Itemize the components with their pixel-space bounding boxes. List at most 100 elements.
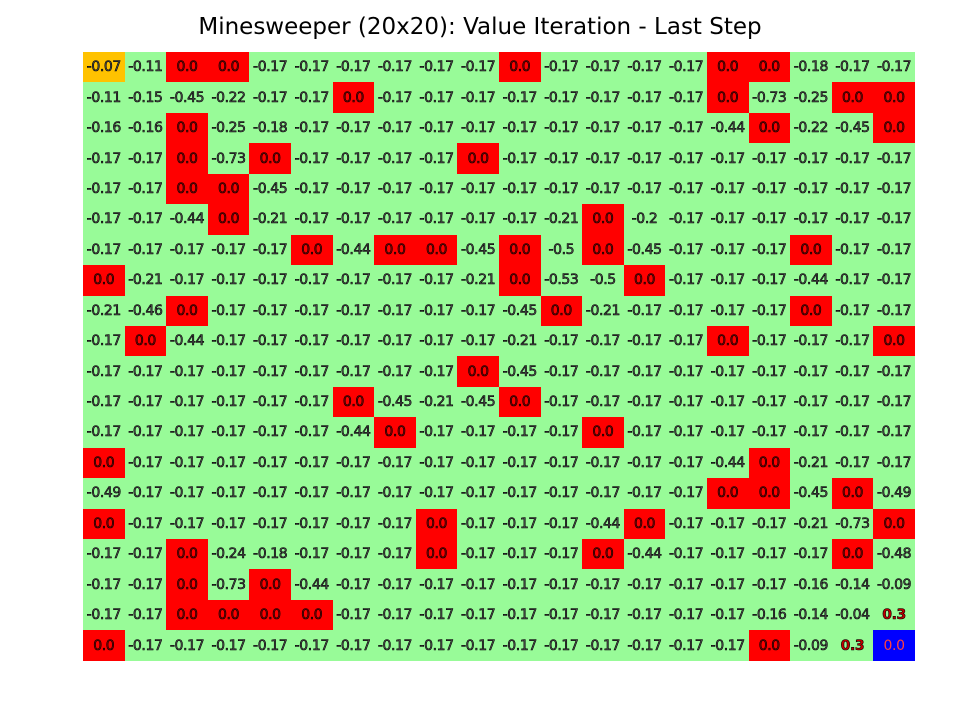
safe-cell: -0.17 [457,569,499,600]
safe-cell: -0.17 [748,143,791,174]
cell-value: -0.17 [377,515,413,532]
safe-cell: -0.17 [498,112,541,144]
safe-cell: -0.17 [290,295,333,326]
cell-value: -0.44 [627,546,662,563]
cell-value: -0.17 [710,180,745,198]
cell-value: -0.17 [377,637,413,654]
safe-cell: -0.17 [457,52,499,83]
cell-value: -0.17 [128,424,163,441]
cell-value: -0.49 [876,485,912,502]
safe-cell: -0.17 [623,569,666,600]
safe-cell: -0.17 [665,599,707,631]
cell-value: 0.0 [426,546,448,563]
safe-cell: -0.17 [582,599,624,631]
cell-value: -0.17 [169,241,205,259]
mine-cell: 0.0 [83,447,125,479]
cell-value: -0.17 [835,394,870,411]
safe-cell: -0.17 [498,417,541,448]
safe-cell: -0.17 [540,508,583,539]
safe-cell: -0.17 [374,204,416,235]
cell-value: -0.17 [752,241,787,259]
safe-cell: -0.17 [831,325,874,357]
cell-value: -0.44 [710,454,745,472]
safe-cell: -0.17 [207,478,250,509]
cell-value: -0.45 [377,394,413,411]
safe-cell: -0.5 [540,234,583,266]
mine-cell: 0.0 [873,112,915,144]
cell-value: -0.17 [793,546,828,563]
cell-value: -0.17 [752,211,787,228]
cell-value: -0.48 [876,546,912,563]
cell-value: -0.17 [876,454,912,472]
cell-value: -0.17 [461,485,496,502]
cell-value: -0.17 [876,272,912,289]
mine-cell: 0.0 [207,52,250,83]
mine-cell: 0.0 [332,82,375,113]
cell-value: -0.17 [336,637,371,654]
mine-cell: 0.0 [498,265,541,296]
cell-value: 0.0 [509,59,531,76]
cell-value: -0.17 [211,515,246,532]
cell-value: 0.0 [883,637,905,654]
mine-cell: 0.0 [166,143,208,174]
safe-cell: -0.17 [582,630,624,661]
cell-value: -0.15 [128,89,163,106]
cell-value: -0.17 [336,333,371,350]
cell-value: 0.0 [717,59,739,76]
cell-value: -0.17 [627,120,662,137]
safe-cell: -0.17 [665,478,707,509]
safe-cell: -0.17 [249,417,291,448]
safe-cell: -0.11 [124,52,167,83]
safe-cell: -0.17 [457,112,499,144]
safe-cell: -0.17 [290,82,333,113]
safe-cell: -0.17 [290,539,333,570]
cell-value: 0.0 [883,120,905,137]
cell-value: -0.17 [793,180,828,198]
cell-value: -0.11 [86,89,121,106]
mine-cell: 0.0 [831,82,874,113]
safe-cell: -0.17 [415,82,458,113]
cell-value: -0.17 [710,211,745,228]
cell-value: -0.44 [336,424,371,441]
cell-value: -0.17 [710,150,745,167]
cell-value: -0.17 [835,180,870,198]
safe-cell: -0.17 [290,447,333,479]
safe-cell: -0.17 [415,630,458,661]
safe-cell: -0.17 [665,539,707,570]
cell-value: -0.17 [668,302,704,319]
safe-cell: -0.17 [748,173,791,205]
cell-value: -0.17 [336,211,371,228]
safe-cell: -0.17 [665,417,707,448]
safe-cell: -0.17 [249,478,291,509]
cell-value: -0.17 [668,454,704,472]
cell-value: -0.17 [86,241,121,259]
safe-cell: -0.17 [457,508,499,539]
cell-value: -0.17 [86,363,121,380]
safe-cell: -0.17 [124,386,167,418]
cell-value: -0.17 [876,302,912,319]
cell-value: -0.45 [502,302,537,319]
safe-cell: -0.17 [249,630,291,661]
safe-cell: -0.17 [124,478,167,509]
mine-cell: 0.0 [498,234,541,266]
cell-value: -0.17 [668,59,704,76]
safe-cell: -0.17 [790,539,832,570]
safe-cell: -0.17 [706,356,749,387]
safe-cell: -0.17 [873,447,915,479]
safe-cell: -0.17 [582,112,624,144]
cell-value: -0.21 [793,515,828,532]
safe-cell: -0.2 [623,204,666,235]
cell-value: -0.17 [419,89,454,106]
mine-cell: 0.0 [540,295,583,326]
safe-cell: -0.17 [374,52,416,83]
cell-value: -0.17 [544,180,579,198]
cell-value: 0.0 [592,546,614,563]
cell-value: 0.0 [550,302,572,319]
cell-value: -0.17 [627,576,662,593]
cell-value: -0.17 [544,485,579,502]
cell-value: -0.17 [294,150,329,167]
cell-value: -0.17 [502,607,537,624]
safe-cell: -0.17 [207,356,250,387]
cell-value: -0.17 [294,59,329,76]
cell-value: -0.16 [793,576,828,593]
